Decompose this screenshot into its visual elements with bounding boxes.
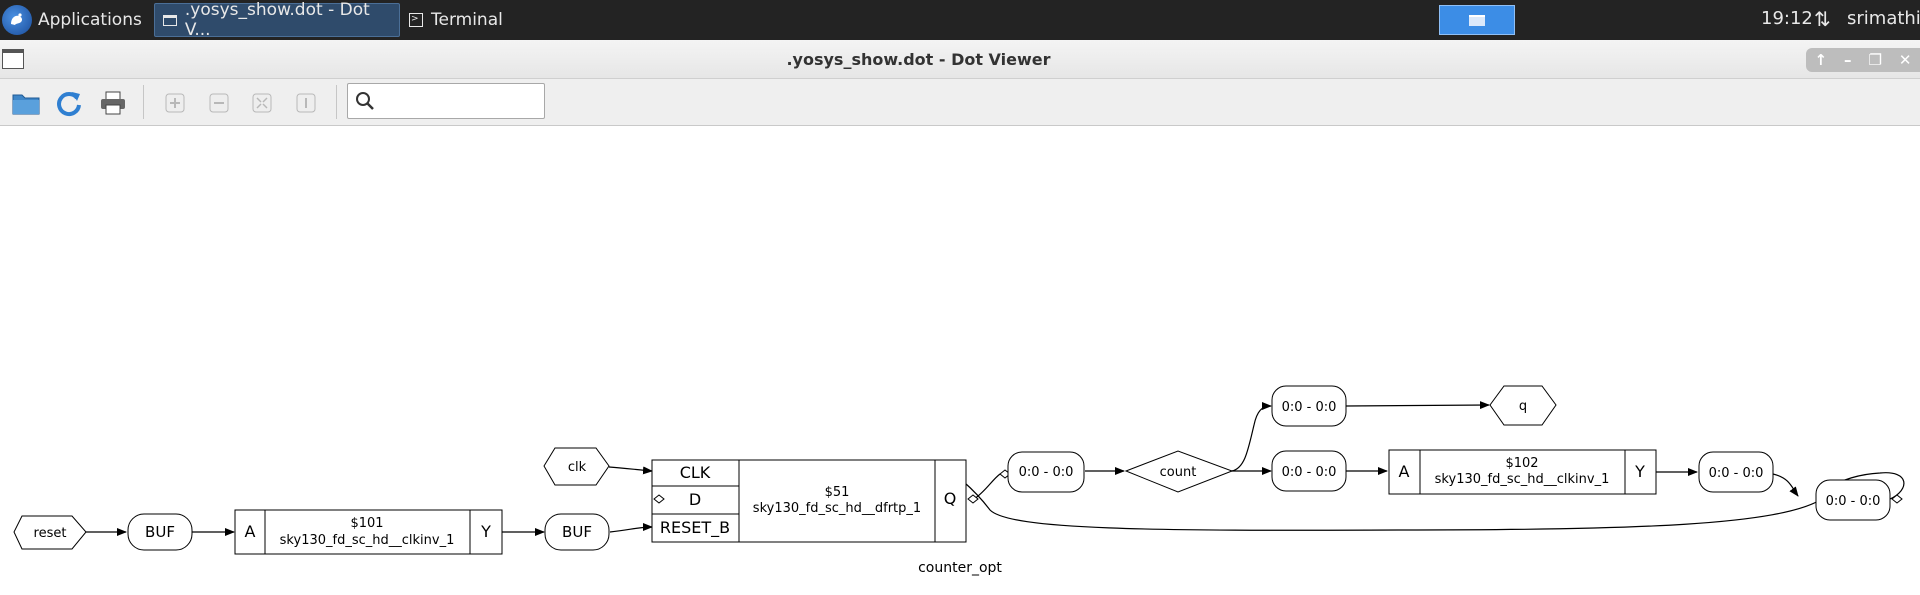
node-slice-1-label: 0:0 - 0:0 — [1019, 465, 1074, 480]
node-buf-2-label: BUF — [562, 523, 592, 541]
node-inv-101-y: Y — [480, 522, 491, 541]
print-button[interactable] — [97, 87, 129, 119]
workspace-switcher[interactable] — [1439, 5, 1515, 35]
node-buf-2[interactable]: BUF — [544, 513, 610, 551]
node-dff-d: D — [689, 490, 701, 509]
toolbar — [0, 79, 1920, 126]
edge-count-slice2 — [1231, 402, 1272, 472]
netlist-graph: reset BUF A $101 sky130_fd_sc_hd__clkinv… — [13, 385, 1905, 576]
zoom-in-button[interactable] — [159, 87, 191, 119]
edge-slice4-slice5 — [1772, 473, 1799, 497]
search-input[interactable] — [380, 92, 544, 110]
node-slice-3-label: 0:0 - 0:0 — [1282, 465, 1337, 480]
window-title: .yosys_show.dot - Dot Viewer — [786, 50, 1051, 69]
node-clk[interactable]: clk — [543, 447, 610, 486]
minimize-icon[interactable]: – — [1844, 51, 1852, 69]
zoom-100-button[interactable] — [290, 87, 322, 119]
node-dff-cell: sky130_fd_sc_hd__dfrtp_1 — [753, 501, 921, 516]
node-slice-1[interactable]: 0:0 - 0:0 — [999, 451, 1085, 493]
node-inv-101-a: A — [245, 522, 256, 541]
node-buf-1[interactable]: BUF — [127, 513, 193, 551]
node-slice-2-label: 0:0 - 0:0 — [1282, 400, 1337, 415]
zoom-out-button[interactable] — [203, 87, 235, 119]
toolbar-separator — [336, 85, 337, 119]
node-reset[interactable]: reset — [13, 515, 87, 550]
clock[interactable]: 19:12 — [1761, 8, 1813, 29]
node-clk-label: clk — [568, 460, 587, 475]
window-icon — [163, 14, 177, 26]
node-dff-reset: RESET_B — [660, 518, 730, 538]
node-slice-5[interactable]: 0:0 - 0:0 — [1815, 479, 1903, 521]
window-titlebar[interactable]: .yosys_show.dot - Dot Viewer — [0, 40, 1920, 79]
toolbar-separator — [143, 85, 144, 119]
zoom-100-icon — [296, 93, 316, 113]
zoom-fit-button[interactable] — [246, 87, 278, 119]
node-q-label: q — [1519, 399, 1527, 414]
close-icon[interactable]: ✕ — [1898, 51, 1912, 69]
workspace-window-icon — [1469, 14, 1485, 26]
node-slice-5-label: 0:0 - 0:0 — [1826, 494, 1881, 509]
taskbar-item-terminal[interactable]: > Terminal — [405, 3, 654, 37]
node-q[interactable]: q — [1489, 385, 1557, 426]
graph-label: counter_opt — [918, 560, 1002, 576]
node-count-label: count — [1160, 465, 1197, 480]
node-inv-102-id: $102 — [1505, 456, 1538, 471]
taskbar-item-label: .yosys_show.dot - Dot V... — [184, 0, 370, 40]
maximize-icon[interactable]: ❐ — [1868, 51, 1882, 69]
terminal-icon: > — [409, 13, 423, 27]
search-icon — [356, 92, 374, 110]
top-panel: Applications .yosys_show.dot - Dot V... … — [0, 0, 1920, 40]
open-button[interactable] — [10, 87, 42, 119]
search-field[interactable] — [347, 83, 545, 119]
reload-button[interactable] — [53, 87, 85, 119]
node-dff-51[interactable]: CLK D RESET_B $51 sky130_fd_sc_hd__dfrtp… — [651, 459, 979, 543]
node-inv-102-y: Y — [1634, 462, 1645, 481]
edge-slice2-q — [1345, 401, 1490, 410]
taskbar-item-label: Terminal — [431, 10, 503, 30]
node-dff-clk: CLK — [680, 463, 711, 482]
user-menu[interactable]: srimathi — [1847, 8, 1920, 29]
node-inv-102[interactable]: A $102 sky130_fd_sc_hd__clkinv_1 Y — [1388, 449, 1657, 495]
reload-icon — [57, 92, 81, 117]
zoom-in-icon — [165, 93, 185, 113]
node-inv-102-cell: sky130_fd_sc_hd__clkinv_1 — [1435, 472, 1610, 487]
printer-icon — [101, 91, 125, 115]
window-controls: ↑ – ❐ ✕ — [1806, 48, 1920, 72]
zoom-fit-icon — [252, 93, 272, 113]
node-slice-3[interactable]: 0:0 - 0:0 — [1271, 450, 1347, 492]
edge-q-slice1 — [973, 473, 1001, 500]
shade-icon[interactable]: ↑ — [1814, 51, 1828, 69]
node-count[interactable]: count — [1124, 450, 1234, 493]
node-dff-id: $51 — [825, 485, 850, 500]
edge-buf2-dff — [609, 523, 653, 533]
node-slice-2[interactable]: 0:0 - 0:0 — [1271, 385, 1347, 427]
network-transfer-icon[interactable]: ⇅ — [1814, 7, 1831, 31]
node-reset-label: reset — [34, 526, 67, 541]
applications-menu[interactable]: Applications — [2, 3, 152, 37]
node-inv-101[interactable]: A $101 sky130_fd_sc_hd__clkinv_1 Y — [234, 509, 503, 555]
node-inv-101-cell: sky130_fd_sc_hd__clkinv_1 — [280, 533, 455, 548]
zoom-out-icon — [209, 93, 229, 113]
node-dff-q: Q — [944, 489, 957, 508]
node-buf-1-label: BUF — [145, 523, 175, 541]
xfce-logo-icon — [2, 5, 32, 35]
node-inv-101-id: $101 — [350, 516, 383, 531]
graph-canvas[interactable]: reset BUF A $101 sky130_fd_sc_hd__clkinv… — [0, 126, 1920, 591]
node-inv-102-a: A — [1399, 462, 1410, 481]
folder-icon — [12, 94, 40, 115]
node-slice-4[interactable]: 0:0 - 0:0 — [1698, 451, 1774, 493]
edge-clk-dff — [608, 466, 653, 475]
node-slice-4-label: 0:0 - 0:0 — [1709, 466, 1764, 481]
window-menu-icon[interactable] — [2, 49, 24, 69]
applications-label: Applications — [38, 10, 142, 30]
taskbar-item-dot-viewer[interactable]: .yosys_show.dot - Dot V... — [154, 0, 400, 40]
